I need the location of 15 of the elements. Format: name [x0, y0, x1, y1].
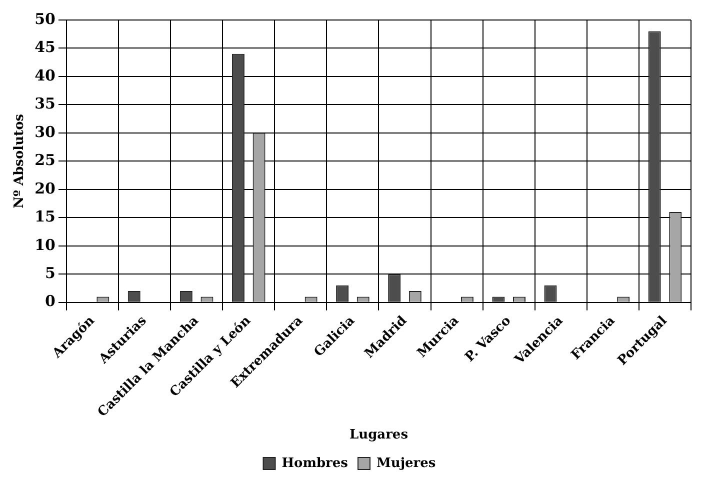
y-axis-title: Nº Absolutos — [12, 114, 28, 208]
y-tick-label: 10 — [34, 236, 56, 254]
y-tick-label: 40 — [34, 66, 56, 84]
legend-label: Mujeres — [376, 456, 436, 471]
y-tick-label: 30 — [34, 122, 56, 141]
y-tick-label: 25 — [34, 151, 56, 170]
y-tick-label: 15 — [34, 208, 56, 226]
y-tick-label: 50 — [34, 10, 56, 28]
y-tick-label: 35 — [34, 94, 56, 113]
y-tick-label: 0 — [45, 292, 56, 310]
y-tick-label: 5 — [45, 264, 56, 282]
y-tick-label: 20 — [34, 179, 56, 198]
x-axis-title: Lugares — [349, 428, 408, 443]
y-tick-label: 45 — [34, 38, 56, 56]
legend-label: Hombres — [282, 456, 348, 471]
